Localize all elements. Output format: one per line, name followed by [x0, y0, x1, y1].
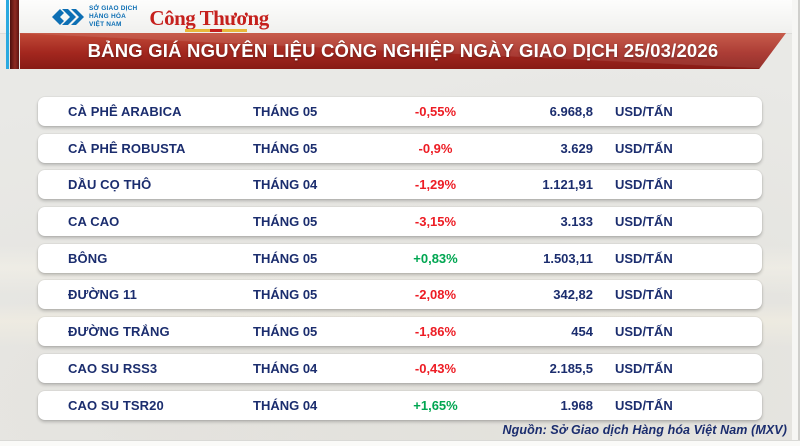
commodity-name: BÔNG	[68, 250, 108, 266]
page-title: BẢNG GIÁ NGUYÊN LIỆU CÔNG NGHIỆP NGÀY GI…	[87, 40, 719, 61]
percent-change: +0,83%	[413, 250, 458, 266]
table-row: CAO SU TSR20 THÁNG 04 +1,65% 1.968 USD/T…	[38, 390, 762, 420]
price-unit: USD/TẤN	[615, 177, 673, 193]
price-value: 3.629	[560, 140, 593, 156]
commodity-name: CAO SU RSS3	[68, 360, 158, 376]
table-row: CA CAO THÁNG 05 -3,15% 3.133 USD/TẤN	[38, 207, 762, 237]
contract-month: THÁNG 05	[253, 250, 318, 266]
price-value: 1.503,11	[543, 250, 593, 266]
table-row: CÀ PHÊ ROBUSTA THÁNG 05 -0,9% 3.629 USD/…	[38, 133, 762, 163]
contract-month: THÁNG 05	[253, 214, 318, 230]
congthuong-logo-underline	[185, 28, 248, 32]
table-row: BÔNG THÁNG 05 +0,83% 1.503,11 USD/TẤN	[38, 243, 762, 273]
percent-change: -2,08%	[414, 287, 457, 303]
contract-month: THÁNG 05	[253, 324, 318, 340]
mxv-logo-line3: VIỆT NAM	[89, 20, 122, 28]
contract-month: THÁNG 05	[253, 287, 318, 303]
price-unit: USD/TẤN	[615, 324, 673, 340]
source-note: Nguồn: Sở Giao dịch Hàng hóa Việt Nam (M…	[502, 423, 787, 437]
title-banner: BẢNG GIÁ NGUYÊN LIỆU CÔNG NGHIỆP NGÀY GI…	[20, 33, 786, 69]
contract-month: THÁNG 05	[253, 104, 318, 119]
left-maroon-accent-bar	[10, 0, 19, 69]
contract-month: THÁNG 04	[253, 177, 318, 193]
commodity-name: CÀ PHÊ ROBUSTA	[68, 140, 186, 156]
percent-change: -0,43%	[414, 360, 457, 376]
table-row: ĐƯỜNG 11 THÁNG 05 -2,08% 342,82 USD/TẤN	[38, 280, 762, 310]
price-value: 454	[571, 324, 593, 340]
percent-change: -1,86%	[414, 324, 457, 340]
percent-change: -3,15%	[414, 214, 457, 230]
price-unit: USD/TẤN	[615, 250, 673, 266]
price-value: 342,82	[553, 287, 593, 303]
table-row: DẦU CỌ THÔ THÁNG 04 -1,29% 1.121,91 USD/…	[38, 170, 762, 200]
contract-month: THÁNG 04	[253, 360, 318, 376]
percent-change: -0,55%	[414, 104, 457, 119]
congthuong-logo: Công Thương	[149, 5, 269, 32]
price-value: 1.968	[560, 397, 593, 413]
contract-month: THÁNG 05	[253, 140, 318, 156]
price-unit: USD/TẤN	[615, 287, 673, 303]
table-row: ĐƯỜNG TRẮNG THÁNG 05 -1,86% 454 USD/TẤN	[38, 317, 762, 347]
commodity-name: ĐƯỜNG 11	[68, 287, 137, 303]
mxv-logo-line2: HÀNG HÓA	[89, 13, 126, 21]
table-row: CAO SU RSS3 THÁNG 04 -0,43% 2.185,5 USD/…	[38, 353, 762, 383]
bottom-edge-strip	[0, 440, 800, 446]
price-unit: USD/TẤN	[615, 140, 673, 156]
percent-change: +1,65%	[413, 397, 458, 413]
mxv-chevron-logo-icon	[52, 9, 84, 25]
right-edge-line	[798, 0, 800, 446]
price-value: 1.121,91	[542, 177, 593, 193]
price-unit: USD/TẤN	[615, 397, 673, 413]
commodity-name: DẦU CỌ THÔ	[68, 177, 152, 193]
price-value: 2.185,5	[549, 360, 593, 376]
price-value: 6.968,8	[549, 104, 593, 119]
price-value: 3.133	[560, 214, 593, 230]
right-edge-strip	[792, 0, 798, 446]
commodity-name: CAO SU TSR20	[68, 397, 164, 413]
mxv-logo-text: SỞ GIAO DỊCH HÀNG HÓA VIỆT NAM	[89, 5, 137, 28]
commodity-name: CÀ PHÊ ARABICA	[68, 104, 182, 119]
commodity-name: CA CAO	[68, 214, 120, 230]
table-row: CÀ PHÊ ARABICA THÁNG 05 -0,55% 6.968,8 U…	[38, 97, 762, 126]
commodity-name: ĐƯỜNG TRẮNG	[68, 324, 170, 340]
mxv-logo-line1: SỞ GIAO DỊCH	[89, 5, 138, 13]
logo-cluster: SỞ GIAO DỊCH HÀNG HÓA VIỆT NAM Công Thươ…	[52, 3, 269, 32]
price-table: CÀ PHÊ ARABICA THÁNG 05 -0,55% 6.968,8 U…	[38, 97, 762, 420]
percent-change: -1,29%	[414, 177, 457, 193]
left-blue-accent-bar	[6, 0, 9, 69]
congthuong-logo-text: Công Thương	[149, 5, 269, 30]
price-unit: USD/TẤN	[615, 104, 673, 119]
price-unit: USD/TẤN	[615, 214, 673, 230]
price-unit: USD/TẤN	[615, 360, 673, 376]
contract-month: THÁNG 04	[253, 397, 318, 413]
percent-change: -0,9%	[418, 140, 453, 156]
